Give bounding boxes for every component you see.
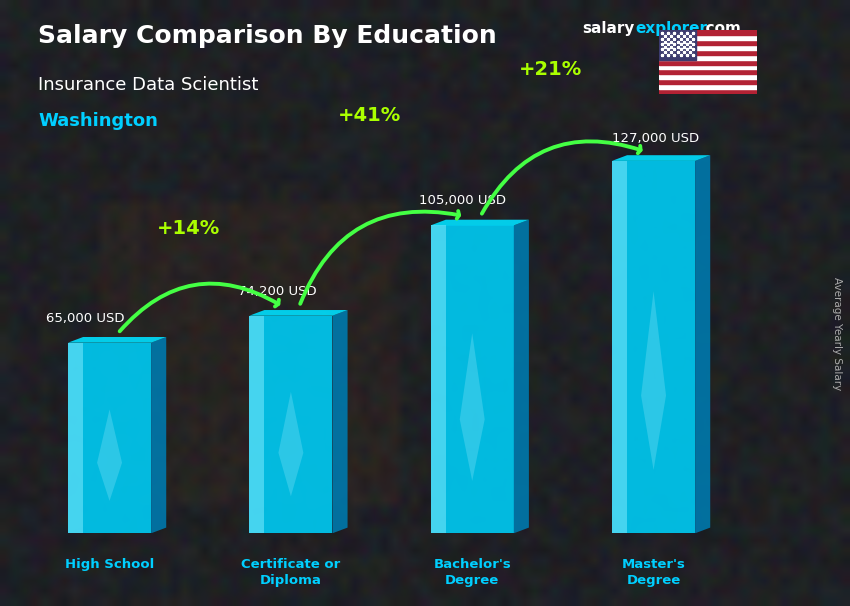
Polygon shape: [695, 155, 711, 533]
Text: Average Yearly Salary: Average Yearly Salary: [832, 277, 842, 390]
Text: Master's
Degree: Master's Degree: [621, 558, 685, 587]
Bar: [659, 40, 756, 45]
Polygon shape: [332, 310, 348, 533]
Text: Certificate or
Diploma: Certificate or Diploma: [241, 558, 341, 587]
Text: Bachelor's
Degree: Bachelor's Degree: [434, 558, 511, 587]
Bar: [659, 70, 756, 75]
Polygon shape: [641, 291, 666, 470]
Polygon shape: [68, 342, 151, 533]
Text: Washington: Washington: [38, 112, 158, 130]
Polygon shape: [97, 410, 122, 501]
Polygon shape: [249, 316, 332, 533]
Bar: [659, 45, 756, 50]
Text: Insurance Data Scientist: Insurance Data Scientist: [38, 76, 258, 94]
Polygon shape: [431, 225, 513, 533]
Polygon shape: [431, 225, 445, 533]
Bar: [659, 84, 756, 89]
Text: +14%: +14%: [156, 219, 220, 238]
Bar: [659, 75, 756, 79]
Text: salary: salary: [582, 21, 635, 36]
Text: 105,000 USD: 105,000 USD: [419, 194, 506, 207]
Text: explorer: explorer: [635, 21, 707, 36]
Bar: [659, 35, 756, 40]
Text: 65,000 USD: 65,000 USD: [47, 311, 125, 324]
Polygon shape: [151, 337, 167, 533]
Bar: [659, 59, 756, 65]
Polygon shape: [279, 392, 303, 496]
Bar: [659, 65, 756, 70]
Text: .com: .com: [700, 21, 741, 36]
Text: High School: High School: [65, 558, 154, 571]
Polygon shape: [249, 316, 264, 533]
Polygon shape: [460, 333, 484, 481]
Text: 74,200 USD: 74,200 USD: [238, 285, 316, 298]
Text: +41%: +41%: [337, 107, 401, 125]
Polygon shape: [612, 161, 627, 533]
Polygon shape: [68, 342, 83, 533]
Polygon shape: [249, 310, 348, 316]
Bar: [659, 50, 756, 55]
Text: 127,000 USD: 127,000 USD: [612, 132, 699, 145]
Polygon shape: [68, 337, 167, 342]
Text: Salary Comparison By Education: Salary Comparison By Education: [38, 24, 497, 48]
Text: +21%: +21%: [519, 60, 582, 79]
Bar: [659, 79, 756, 84]
Bar: [659, 55, 756, 59]
Bar: [659, 30, 756, 35]
Bar: [659, 30, 696, 59]
Polygon shape: [612, 155, 711, 161]
Polygon shape: [612, 161, 695, 533]
Polygon shape: [431, 220, 529, 225]
Bar: [659, 89, 756, 94]
Polygon shape: [513, 220, 529, 533]
